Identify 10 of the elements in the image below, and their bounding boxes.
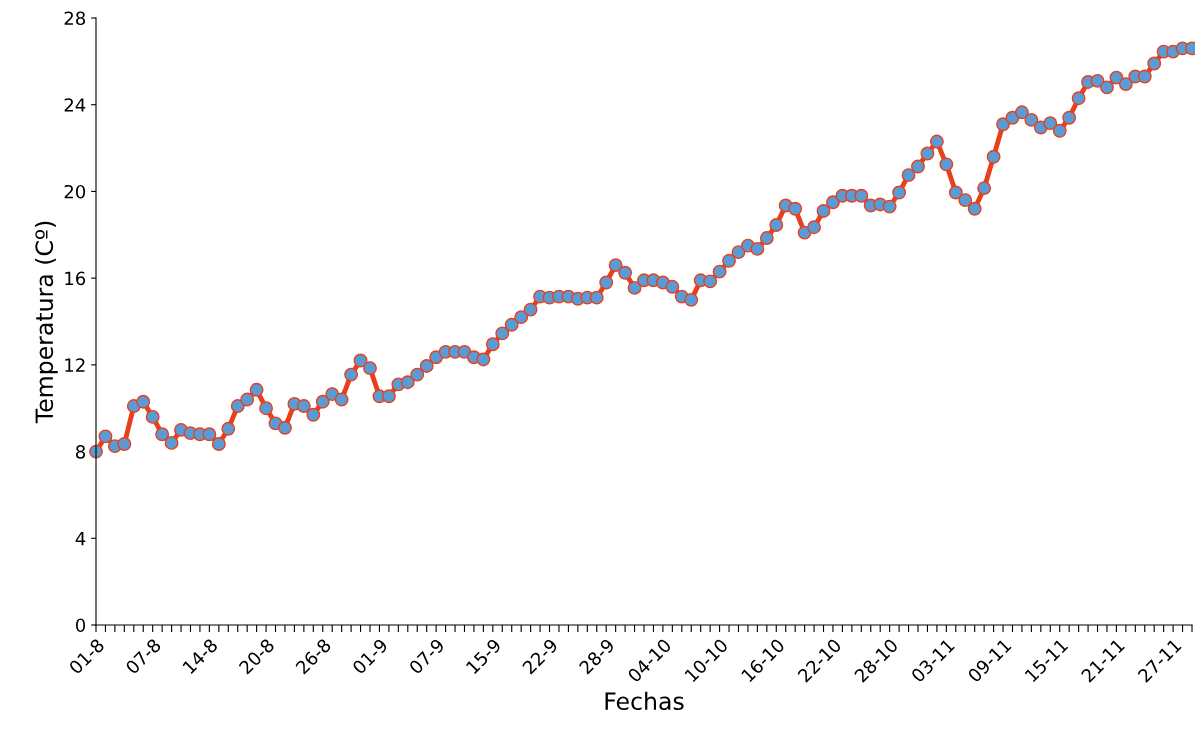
y-tick-label: 28 bbox=[64, 11, 86, 26]
y-tick-label: 16 bbox=[65, 271, 86, 286]
y-tick-label: 12 bbox=[65, 358, 85, 372]
y-axis-title: Temperatura (Cº) bbox=[34, 221, 58, 424]
x-axis-title: Fechas bbox=[605, 691, 684, 711]
y-tick-label: 0 bbox=[75, 618, 86, 633]
y-tick-label: 24 bbox=[64, 98, 86, 112]
y-tick-label: 20 bbox=[64, 184, 86, 199]
y-tick-label: 4 bbox=[75, 531, 86, 546]
y-tick-label: 8 bbox=[76, 445, 86, 459]
